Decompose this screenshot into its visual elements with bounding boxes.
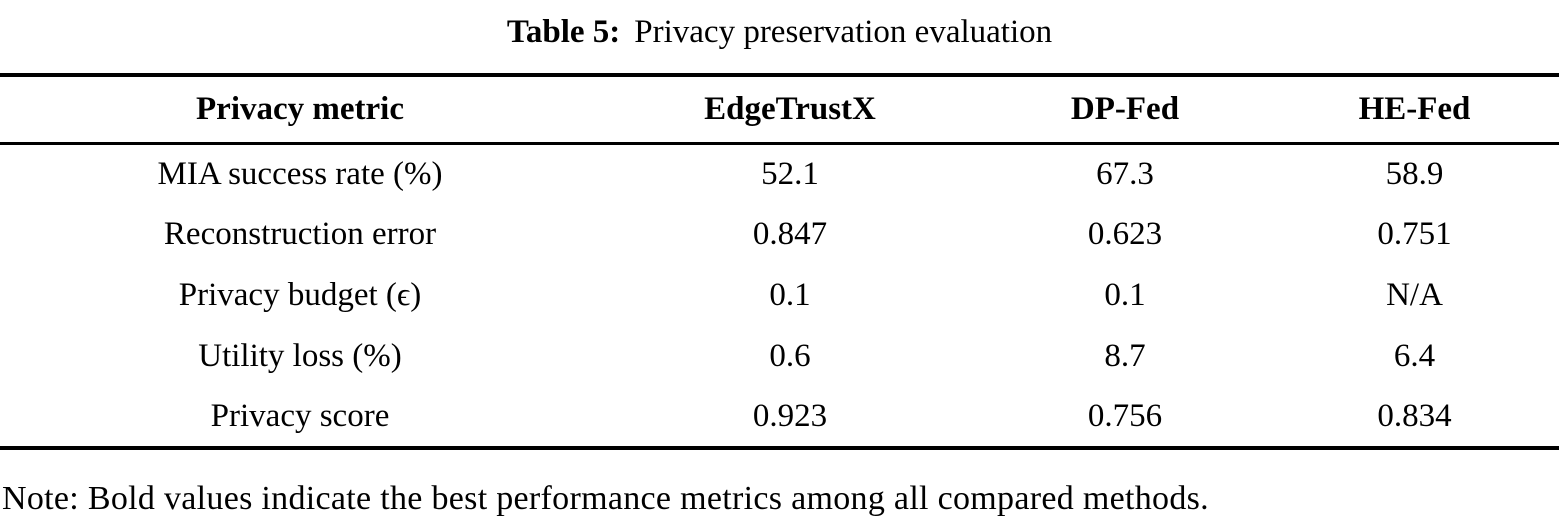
metric-label: Privacy score [210,398,390,434]
cell-value: 0.756 [1087,398,1163,434]
table-row: Privacy score 0.923 0.756 0.834 [0,387,1559,448]
cell-value: 67.3 [1096,155,1154,192]
table-note: Note: Bold values indicate the best perf… [2,480,1209,517]
cell-value: 0.834 [1377,398,1452,434]
table-row: Utility loss (%) 0.6 8.7 6.4 [0,326,1559,387]
table-row: Reconstruction error 0.847 0.623 0.751 [0,204,1559,265]
cell-value: 0.623 [1087,216,1163,252]
metric-label: Privacy budget (ϵ) [178,277,422,313]
cell-value: 0.1 [769,277,811,313]
table-caption-label: Table 5: [506,14,621,50]
table-caption-title: Privacy preservation evaluation [634,14,1053,50]
cell-value-best: 0.923 [752,398,828,434]
table-caption: Table 5: Privacy preservation evaluation [0,8,1559,56]
cell-value: 0.6 [769,338,811,374]
cell-value: 0.1 [1104,277,1146,313]
column-header-dp-fed: DP-Fed [980,75,1270,145]
metric-label: Reconstruction error [163,216,437,252]
cell-value: 0.847 [752,216,828,252]
cell-value: 52.1 [761,155,819,192]
table-row: Privacy budget (ϵ) 0.1 0.1 N/A [0,265,1559,326]
cell-value: 8.7 [1104,338,1146,374]
table-row: MIA success rate (%) 52.1 67.3 58.9 [0,143,1559,204]
privacy-evaluation-table: Privacy metric EdgeTrustX DP-Fed HE-Fed … [0,73,1559,450]
metric-label: MIA success rate (%) [157,155,443,192]
column-header-edgetrustx: EdgeTrustX [600,75,980,145]
table-header-row: Privacy metric EdgeTrustX DP-Fed HE-Fed [0,75,1559,145]
cell-value: 6.4 [1393,338,1436,374]
cell-value: N/A [1386,277,1443,313]
cell-value: 0.751 [1377,216,1452,252]
column-header-privacy-metric: Privacy metric [0,75,600,145]
metric-label: Utility loss (%) [198,338,402,374]
cell-value: 58.9 [1385,155,1444,192]
column-header-he-fed: HE-Fed [1270,75,1559,145]
